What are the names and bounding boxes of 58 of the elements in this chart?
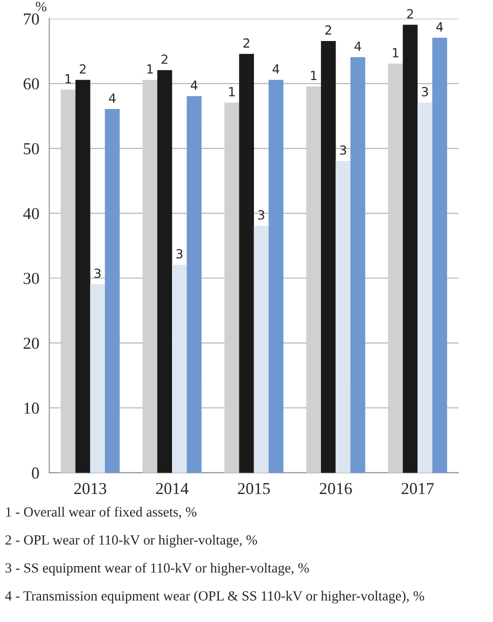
series-label: 2	[80, 64, 86, 74]
y-tick-label: 20	[24, 338, 39, 349]
bar	[268, 80, 284, 473]
x-tick-label: 2015	[238, 482, 270, 494]
bar	[75, 80, 90, 473]
bar	[224, 102, 240, 473]
bar	[172, 264, 187, 473]
y-tick-label: 60	[24, 78, 39, 90]
text: 4	[272, 64, 280, 74]
bar	[418, 102, 432, 473]
y-tick-label: 0	[32, 467, 39, 479]
text: 2 - OPL wear of 110-kV or higher-voltage, %	[6, 534, 258, 548]
series-label: 4	[436, 22, 443, 32]
y-tick-label: 30	[24, 272, 39, 284]
bar	[336, 160, 351, 473]
bar	[60, 90, 76, 473]
bar	[388, 64, 403, 473]
text: 1	[229, 87, 235, 96]
y-tick-label: 40	[23, 208, 39, 220]
y-axis-title: %	[36, 2, 46, 12]
text: 3	[422, 86, 428, 96]
text: 4	[354, 42, 362, 51]
x-tick-label: 2014	[156, 482, 188, 494]
bar	[432, 38, 448, 473]
series-label: 1	[66, 74, 71, 84]
text: 4	[108, 94, 116, 103]
text: 3 - SS equipment wear of 110-kV or higher-voltage, %	[6, 562, 309, 576]
bar	[350, 57, 366, 473]
bar	[306, 86, 322, 473]
text: 2	[407, 9, 413, 18]
text: 3	[340, 145, 346, 155]
text: 2	[325, 25, 332, 35]
x-tick-label: 2017	[402, 482, 434, 494]
series-label: 3	[176, 249, 182, 259]
text: 2	[243, 38, 250, 48]
bar	[104, 109, 120, 473]
text: 1	[147, 64, 153, 74]
bar	[402, 24, 418, 473]
bar	[157, 70, 172, 473]
text: 2	[162, 54, 168, 64]
y-tick-label: 70	[24, 13, 39, 25]
text: 4	[190, 80, 198, 90]
bar	[320, 40, 336, 473]
text: 1	[392, 48, 398, 58]
bar	[90, 284, 105, 473]
bar	[142, 80, 158, 473]
text: 4 - Transmission equipment wear (OPL & SS 110-kV or higher-voltage), %	[5, 590, 424, 604]
x-tick-label: 2016	[320, 482, 352, 494]
y-tick-label: 50	[24, 143, 39, 154]
y-tick-label: 10	[24, 402, 39, 414]
bar	[239, 54, 254, 473]
text: 1	[311, 70, 316, 80]
bar	[186, 96, 202, 473]
x-tick-label: 2013	[74, 482, 106, 494]
text: 3	[94, 268, 101, 278]
text: 1 - Overall wear of fixed assets, %	[6, 506, 197, 519]
bar	[254, 226, 269, 473]
text: 3	[258, 210, 264, 220]
